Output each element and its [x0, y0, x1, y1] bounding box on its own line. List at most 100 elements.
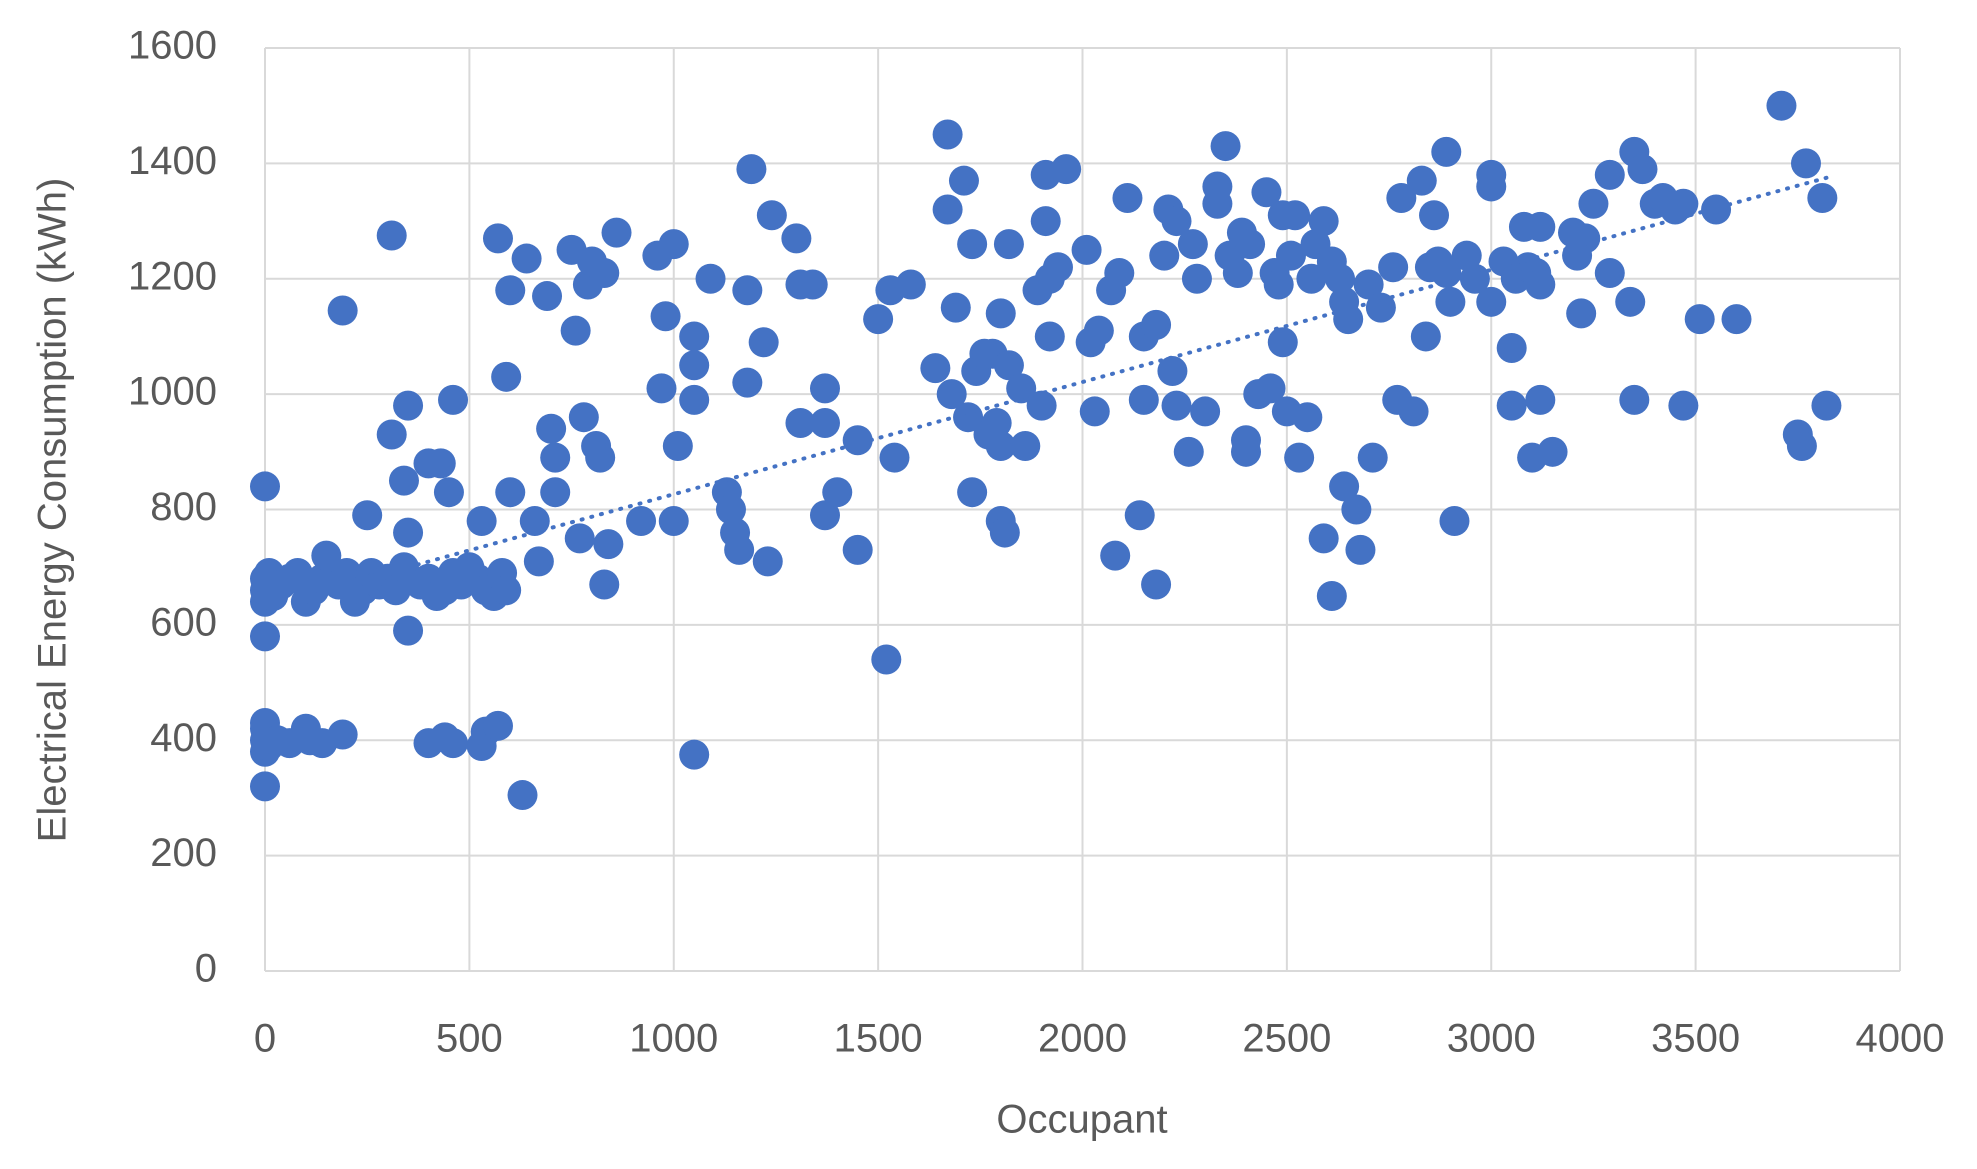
data-point	[1594, 257, 1625, 288]
data-point	[1042, 252, 1073, 283]
data-point	[1525, 384, 1556, 415]
data-point	[646, 373, 677, 404]
data-point	[568, 402, 599, 433]
data-point	[1100, 540, 1131, 571]
data-point	[658, 506, 689, 537]
y-tick-label: 600	[150, 600, 217, 644]
data-point	[1419, 200, 1450, 231]
data-point	[1210, 131, 1241, 162]
data-point	[1525, 211, 1556, 242]
data-point	[433, 477, 464, 508]
data-point	[495, 275, 526, 306]
data-point	[1010, 431, 1041, 462]
y-tick-label: 400	[150, 716, 217, 760]
data-point	[438, 728, 469, 759]
data-point	[1292, 402, 1323, 433]
data-point	[948, 165, 979, 196]
data-point	[593, 529, 624, 560]
data-point	[1378, 252, 1409, 283]
data-point	[1578, 188, 1609, 219]
data-point	[1071, 234, 1102, 265]
data-point	[589, 569, 620, 600]
y-tick-label: 0	[195, 947, 217, 991]
data-point	[495, 477, 526, 508]
data-point	[1353, 269, 1384, 300]
data-point	[658, 229, 689, 260]
y-tick-label: 1400	[128, 139, 217, 183]
data-point	[1398, 396, 1429, 427]
data-point	[1476, 286, 1507, 317]
data-point	[327, 295, 358, 326]
data-point	[989, 517, 1020, 548]
data-point	[376, 220, 407, 251]
data-point	[1345, 534, 1376, 565]
data-point	[863, 304, 894, 335]
data-point	[1431, 257, 1462, 288]
data-point	[1476, 159, 1507, 190]
data-point	[993, 229, 1024, 260]
data-point	[1439, 506, 1470, 537]
data-point	[1161, 206, 1192, 237]
data-point	[1280, 200, 1311, 231]
data-point	[388, 465, 419, 496]
data-point	[732, 275, 763, 306]
data-point	[797, 269, 828, 300]
data-point	[1202, 188, 1233, 219]
data-point	[1296, 263, 1327, 294]
data-point	[1112, 182, 1143, 213]
data-point	[985, 298, 1016, 329]
data-point	[1684, 304, 1715, 335]
data-point	[1668, 390, 1699, 421]
data-point	[748, 327, 779, 358]
data-point	[1079, 396, 1110, 427]
data-point	[1128, 384, 1159, 415]
data-point	[626, 506, 657, 537]
data-point	[736, 154, 767, 185]
data-point	[993, 350, 1024, 381]
data-point	[1333, 304, 1364, 335]
data-point	[482, 710, 513, 741]
data-point	[679, 384, 710, 415]
data-point	[822, 477, 853, 508]
data-point	[1329, 471, 1360, 502]
data-point	[1124, 500, 1155, 531]
data-point	[809, 407, 840, 438]
data-point	[1766, 90, 1797, 121]
data-point	[1161, 390, 1192, 421]
data-point	[879, 442, 910, 473]
data-point	[585, 442, 616, 473]
x-tick-label: 3000	[1447, 1017, 1536, 1061]
data-point	[957, 229, 988, 260]
data-point	[1177, 229, 1208, 260]
data-point	[1251, 177, 1282, 208]
data-point	[679, 739, 710, 770]
data-point	[1615, 286, 1646, 317]
data-point	[507, 780, 538, 811]
data-point	[1431, 136, 1462, 167]
data-point	[1566, 298, 1597, 329]
x-tick-label: 3500	[1651, 1017, 1740, 1061]
data-point	[1308, 523, 1339, 554]
data-point	[1341, 494, 1372, 525]
data-point	[650, 301, 681, 332]
data-point	[932, 194, 963, 225]
x-axis-title: Occupant	[996, 1098, 1167, 1142]
data-point	[376, 419, 407, 450]
data-point	[393, 517, 424, 548]
data-point	[809, 500, 840, 531]
data-point	[785, 407, 816, 438]
y-tick-label: 1200	[128, 254, 217, 298]
x-tick-label: 2000	[1038, 1017, 1127, 1061]
data-point	[1365, 292, 1396, 323]
data-point	[1594, 159, 1625, 190]
x-tick-label: 2500	[1242, 1017, 1331, 1061]
data-point	[895, 269, 926, 300]
data-point	[250, 771, 280, 802]
data-point	[352, 500, 383, 531]
data-point	[1006, 373, 1037, 404]
data-point	[1173, 436, 1204, 467]
data-point	[1034, 321, 1065, 352]
data-point	[1325, 263, 1356, 294]
y-tick-label: 1000	[128, 370, 217, 414]
